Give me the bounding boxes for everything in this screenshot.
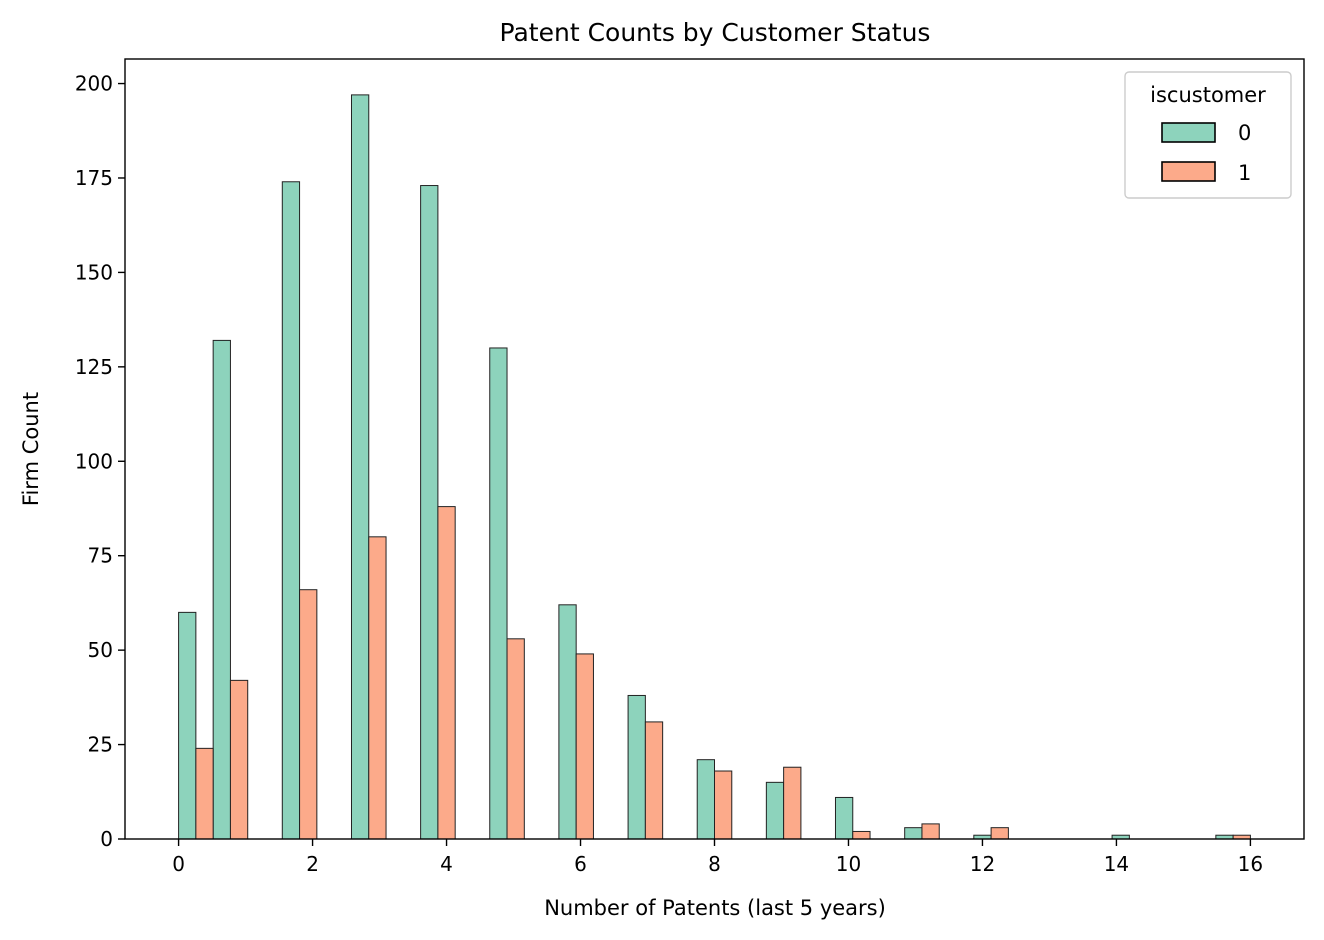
bar-series-1-bin-2 (299, 589, 318, 840)
y-axis-label: Firm Count (19, 392, 43, 506)
bar-series-1-bin-8 (714, 770, 733, 840)
x-tick-label: 8 (708, 852, 721, 876)
y-tick-label: 0 (100, 827, 113, 851)
y-tick-label: 100 (75, 449, 113, 473)
bar-series-0-bin-1 (212, 339, 231, 840)
x-tick-label: 16 (1238, 852, 1263, 876)
bar-series-0-bin-9 (765, 781, 785, 840)
y-axis-ticks: 0 25 50 75 100 125 150 175 200 (75, 72, 125, 851)
bar-series-0-bin-0 (178, 611, 197, 840)
y-tick-label: 50 (88, 638, 113, 662)
y-tick-label: 25 (88, 733, 113, 757)
bar-series-1-bin-6 (575, 653, 594, 840)
bar-series-1-bin-4 (437, 506, 456, 840)
bar-series-1-bin-0 (195, 747, 214, 840)
x-tick-label: 2 (306, 852, 319, 876)
x-tick-label: 0 (172, 852, 185, 876)
chart-title: Patent Counts by Customer Status (500, 18, 931, 47)
bar-series-0-bin-7 (627, 694, 646, 840)
bar-series-1-bin-5 (506, 638, 525, 840)
legend-title: iscustomer (1150, 83, 1266, 107)
bar-series-0-bin-5 (489, 347, 508, 840)
bar-series-1-bin-10 (852, 830, 871, 840)
y-tick-label: 200 (75, 72, 113, 96)
y-tick-label: 175 (75, 166, 113, 190)
bars-group (178, 94, 1251, 840)
bar-series-1-bin-9 (783, 766, 802, 840)
plot-frame (124, 58, 1305, 840)
x-tick-label: 10 (836, 852, 861, 876)
x-tick-label: 6 (574, 852, 587, 876)
bar-series-0-bin-3 (350, 94, 370, 840)
x-tick-label: 4 (440, 852, 453, 876)
legend-swatch-0 (1161, 122, 1216, 143)
bar-series-0-bin-11 (904, 827, 923, 840)
x-tick-label: 12 (970, 852, 995, 876)
y-tick-label: 150 (75, 260, 113, 284)
x-tick-label: 14 (1104, 852, 1129, 876)
y-tick-label: 75 (88, 544, 113, 568)
bar-series-1-bin-11 (921, 823, 940, 840)
bar-series-0-bin-10 (834, 796, 854, 840)
bar-series-0-bin-6 (558, 604, 577, 840)
bar-series-0-bin-2 (281, 181, 301, 840)
bar-series-1-bin-7 (644, 721, 664, 840)
legend-label-0: 0 (1238, 121, 1251, 145)
bar-series-0-bin-8 (696, 759, 715, 840)
legend-swatch-1 (1161, 161, 1216, 182)
y-tick-label: 125 (75, 355, 113, 379)
bar-series-0-bin-4 (420, 185, 439, 840)
x-axis-ticks: 0 2 4 6 8 10 12 14 16 (172, 839, 1263, 876)
bar-series-1-bin-3 (368, 536, 387, 840)
legend-label-1: 1 (1238, 161, 1251, 185)
bar-series-1-bin-12 (990, 827, 1009, 840)
bar-series-1-bin-1 (229, 679, 249, 840)
x-axis-label: Number of Patents (last 5 years) (544, 896, 886, 920)
legend: iscustomer 0 1 (1124, 71, 1292, 199)
